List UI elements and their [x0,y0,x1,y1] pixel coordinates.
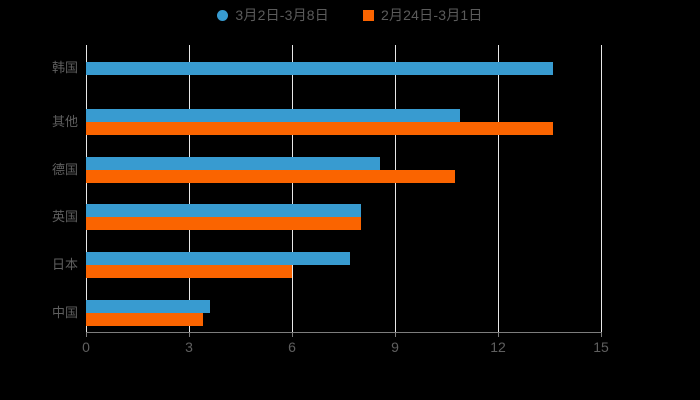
bar-series-a[interactable] [86,299,210,313]
x-gridline [189,45,190,332]
y-tick-label: 韩国 [51,60,78,75]
x-tick-label: 12 [490,339,506,355]
bar-series-a[interactable] [86,156,380,170]
x-tick-label: 15 [593,339,609,355]
legend-label-series-b: 2月24日-3月1日 [381,7,483,23]
x-tick-mark [601,332,602,337]
bar-series-b[interactable] [86,169,456,183]
y-tick-label: 德国 [51,161,78,177]
chart-legend: 3月2日-3月8日 2月24日-3月1日 [0,8,700,22]
y-tick-label: 日本 [51,256,78,272]
x-tick-label: 9 [391,339,399,355]
x-tick-mark [498,332,499,337]
x-gridline [292,45,293,332]
x-tick-label: 0 [82,339,90,355]
legend-label-series-a: 3月2日-3月8日 [235,7,329,23]
x-tick-mark [292,332,293,337]
bar-series-a[interactable] [86,61,553,75]
bar-series-b[interactable] [86,122,553,136]
bar-series-b[interactable] [86,217,361,231]
legend-circle-marker-icon [217,9,229,21]
x-tick-label: 6 [288,339,296,355]
x-tick-mark [395,332,396,337]
x-tick-mark [189,332,190,337]
x-tick-label: 3 [185,339,193,355]
y-tick-label: 其他 [51,114,78,130]
x-gridline [601,45,602,332]
x-axis-line [86,332,602,333]
legend-square-marker-icon [363,9,374,21]
bar-series-a[interactable] [86,204,361,218]
legend-item-series-a[interactable]: 3月2日-3月8日 [217,8,329,22]
plot-area [86,45,602,332]
x-gridline [395,45,396,332]
x-tick-mark [86,332,87,337]
bar-series-a[interactable] [86,251,351,265]
bar-series-a[interactable] [86,109,461,123]
bar-series-b[interactable] [86,312,203,326]
x-gridline [86,45,87,332]
y-tick-label: 中国 [51,304,78,320]
x-gridline [498,45,499,332]
y-axis-labels: 韩国其他德国英国日本中国 [0,0,78,400]
bar-series-b[interactable] [86,264,292,278]
legend-item-series-b[interactable]: 2月24日-3月1日 [363,8,483,22]
y-tick-label: 英国 [51,209,78,225]
